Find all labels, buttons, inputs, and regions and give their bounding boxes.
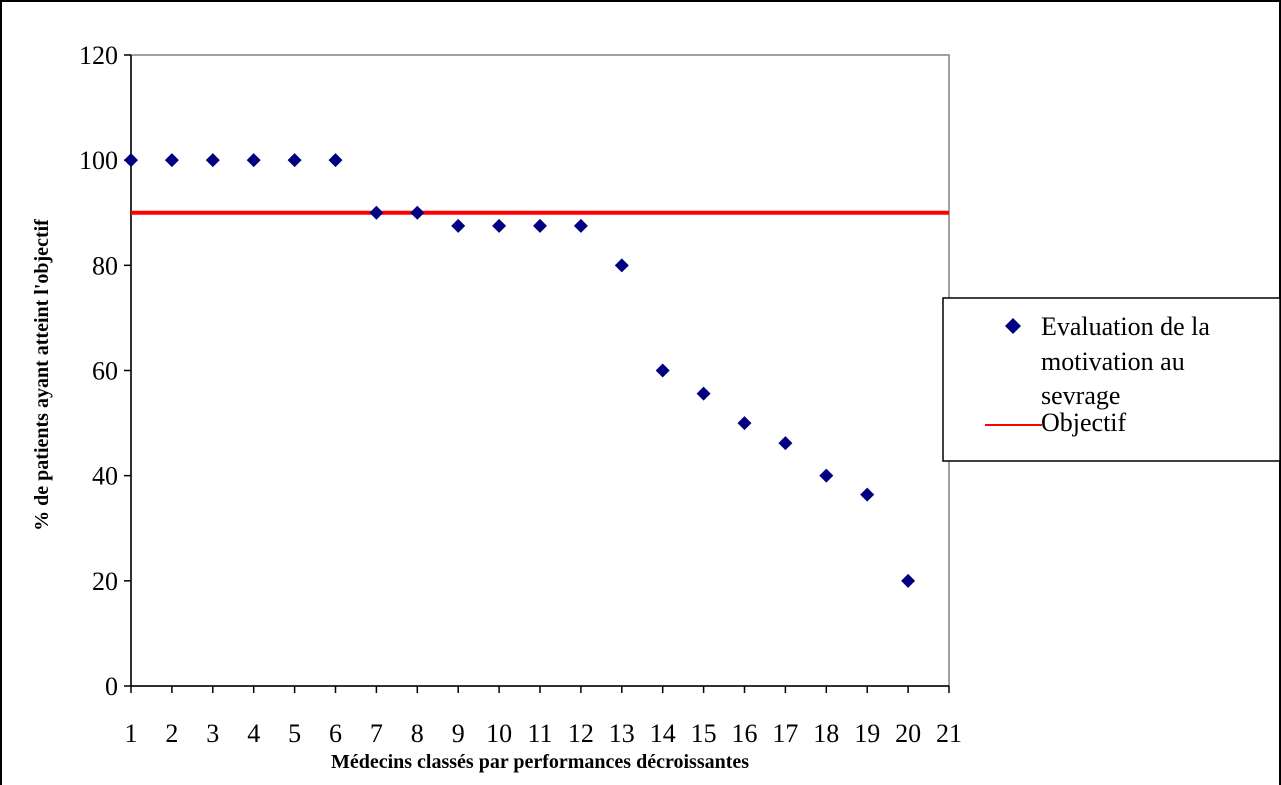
- x-tick-label: 6: [329, 719, 342, 748]
- x-tick-label: 15: [691, 719, 717, 748]
- data-point-diamond: [287, 153, 302, 168]
- legend-label-line-3: sevrage: [1041, 381, 1120, 410]
- data-point-diamond: [328, 153, 343, 168]
- data-point-diamond: [819, 468, 834, 483]
- legend-label-objectif: Objectif: [1041, 408, 1127, 437]
- data-point-diamond: [410, 205, 425, 220]
- y-tick-label: 100: [79, 146, 118, 175]
- x-tick-label: 4: [247, 719, 260, 748]
- data-point-diamond: [124, 153, 138, 168]
- data-point-diamond: [533, 218, 547, 233]
- data-point-diamond: [573, 218, 588, 233]
- data-point-diamond: [860, 487, 875, 502]
- x-tick-label: 8: [411, 719, 424, 748]
- x-tick-label: 14: [650, 719, 676, 748]
- x-tick-label: 9: [452, 719, 465, 748]
- x-tick-label: 5: [288, 719, 301, 748]
- x-tick-label: 13: [609, 719, 635, 748]
- y-tick-label: 120: [79, 41, 118, 70]
- data-point-diamond: [901, 573, 916, 588]
- y-tick-label: 0: [105, 672, 118, 701]
- data-point-diamond: [655, 363, 670, 378]
- x-tick-label: 21: [936, 719, 962, 748]
- data-point-diamond: [696, 386, 711, 401]
- legend-label-line-1: Evaluation de la: [1041, 312, 1210, 341]
- x-axis-title: Médecins classés par performances décroi…: [331, 751, 749, 773]
- data-point-diamond: [737, 416, 752, 431]
- legend: Evaluation de la motivation au sevrage O…: [942, 297, 1281, 462]
- x-tick-label: 18: [813, 719, 839, 748]
- x-tick-label: 16: [732, 719, 758, 748]
- x-tick-label: 17: [772, 719, 798, 748]
- data-point-diamond: [614, 258, 629, 273]
- data-point-diamond: [451, 218, 466, 233]
- x-tick-label: 20: [895, 719, 921, 748]
- x-tick-label: 19: [854, 719, 880, 748]
- y-tick-label: 60: [92, 357, 118, 386]
- y-axis-ticks: 0 20 40 60 80 100 120: [79, 41, 131, 701]
- data-point-diamond: [246, 153, 261, 168]
- data-point-diamond: [205, 153, 220, 168]
- x-axis-ticks: 1 2 3 4 5 6 7 8 9 10 11 12 13 14 15 16 17 18 19 20 21: [125, 686, 962, 748]
- x-tick-label: 12: [568, 719, 594, 748]
- x-tick-label: 7: [370, 719, 383, 748]
- legend-label-line-2: motivation au: [1041, 347, 1185, 376]
- y-tick-label: 40: [92, 462, 118, 491]
- x-tick-label: 2: [165, 719, 178, 748]
- legend-diamond-marker: [1005, 318, 1021, 334]
- data-point-diamond: [492, 218, 507, 233]
- x-tick-label: 10: [486, 719, 512, 748]
- y-tick-label: 20: [92, 567, 118, 596]
- x-tick-label: 1: [125, 719, 138, 748]
- data-point-diamond: [164, 153, 179, 168]
- plot-area: [130, 54, 950, 687]
- data-point-diamond: [778, 436, 793, 451]
- y-tick-label: 80: [92, 251, 118, 280]
- y-axis-title: % de patients ayant atteint l'objectif: [31, 219, 53, 531]
- data-point-diamond: [369, 205, 384, 220]
- data-points: [124, 153, 916, 588]
- legend-box: [942, 297, 1281, 462]
- x-tick-label: 3: [206, 719, 219, 748]
- x-tick-label: 11: [527, 719, 552, 748]
